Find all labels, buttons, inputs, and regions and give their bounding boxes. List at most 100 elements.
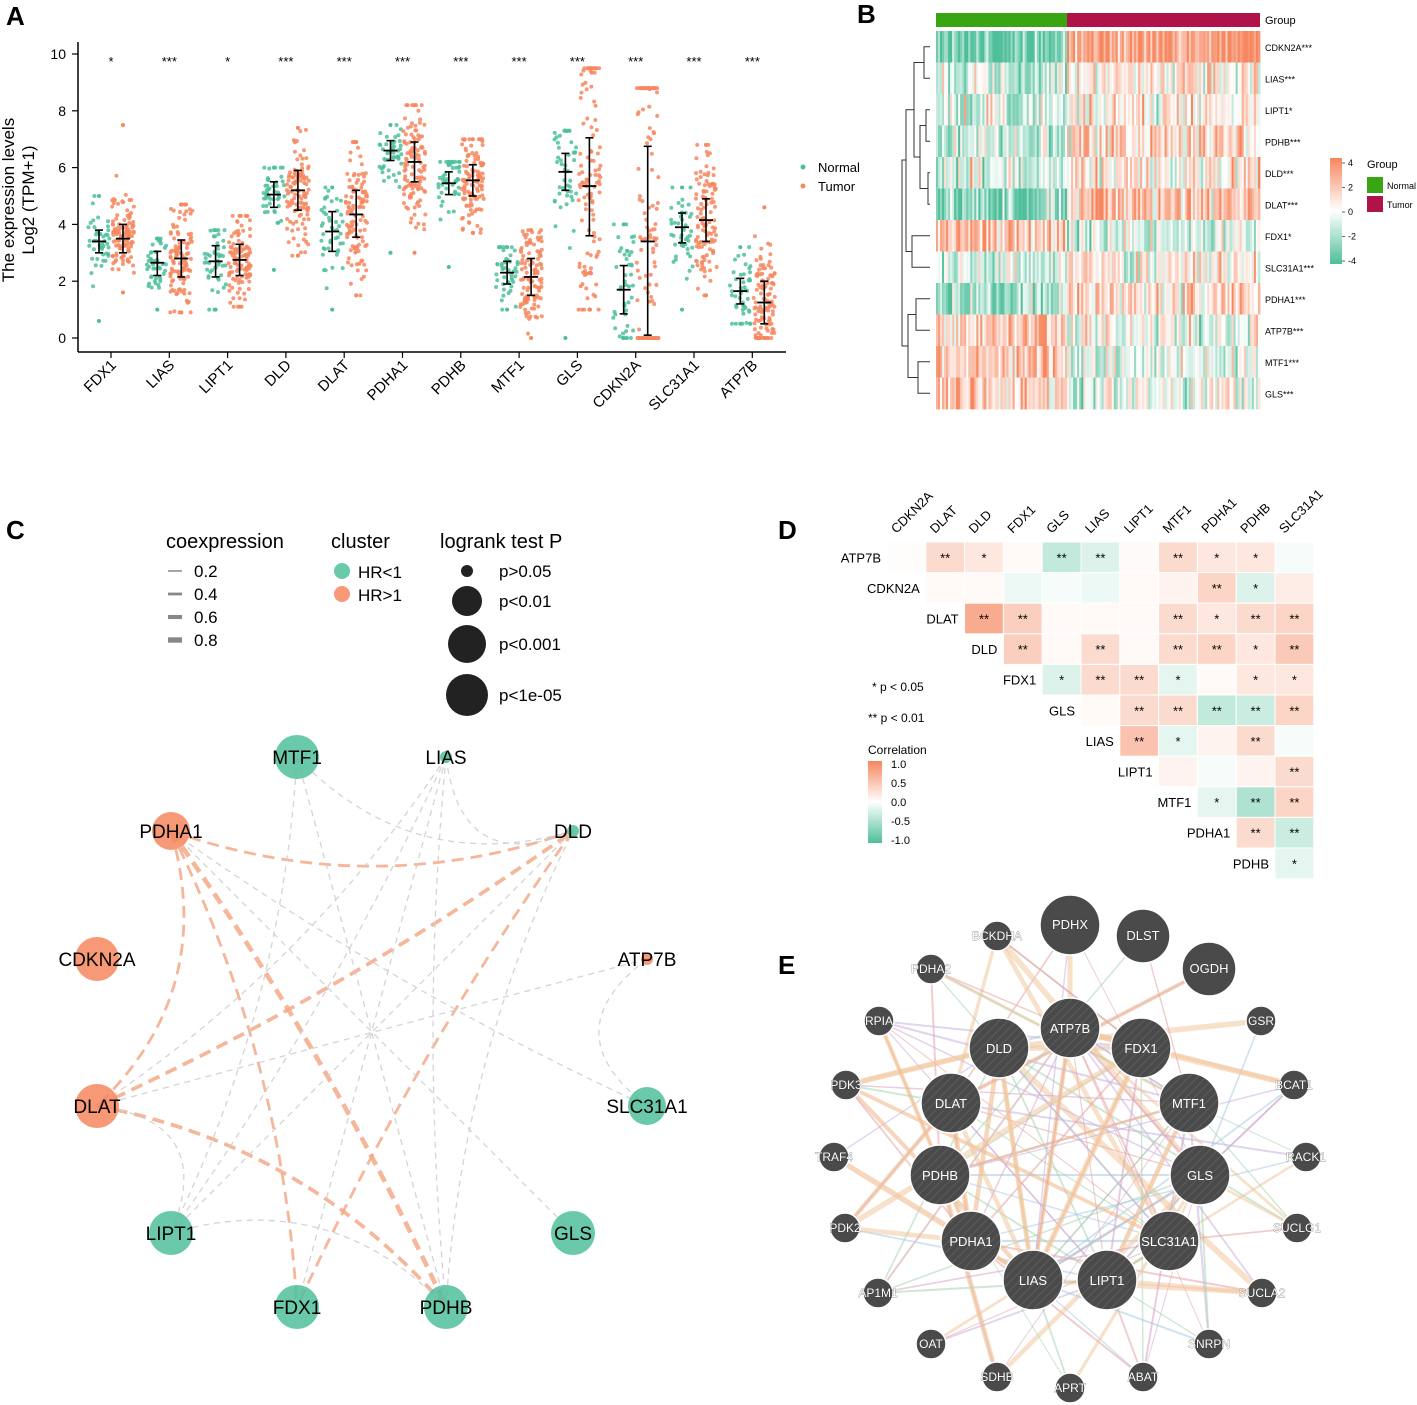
a-ylabel-main: The expression levels (0, 118, 18, 282)
d-cell (1080, 694, 1121, 727)
b-cell (1056, 94, 1060, 126)
b-cell (1164, 31, 1167, 63)
a-point-tumor (712, 229, 717, 234)
a-point-tumor (242, 297, 247, 302)
b-cell (1231, 31, 1234, 63)
b-cell (1000, 314, 1003, 347)
b-cell (994, 125, 997, 158)
a-point-normal (617, 334, 622, 339)
a-point-normal (509, 284, 514, 289)
b-cell (1186, 314, 1190, 347)
b-cell (1030, 346, 1034, 378)
e-node-lias (1002, 1249, 1064, 1311)
d-cell-stars: * (1214, 612, 1219, 627)
b-cell (1036, 377, 1040, 410)
b-cell (978, 314, 981, 347)
b-cell (1136, 94, 1139, 126)
a-point-tumor (131, 204, 136, 209)
d-cell-stars: ** (1289, 612, 1299, 627)
a-point-normal (676, 201, 681, 205)
b-cell (1239, 251, 1243, 284)
b-cell (994, 346, 997, 378)
a-point-tumor (752, 234, 757, 239)
d-cell (1119, 633, 1160, 665)
b-cell (1028, 157, 1032, 189)
b-cell (1253, 125, 1257, 158)
b-cell (1105, 346, 1109, 378)
c-edge (96, 958, 648, 1107)
e-edge (1187, 1102, 1211, 1345)
a-point-tumor (409, 216, 414, 221)
a-point-tumor (110, 204, 115, 209)
a-point-tumor (475, 173, 480, 178)
a-point-tumor (699, 202, 704, 206)
b-cell (1091, 157, 1094, 189)
b-cell (1103, 157, 1106, 189)
b-cell (1213, 377, 1216, 410)
b-cell (1215, 377, 1218, 410)
b-cell (1233, 346, 1237, 378)
a-point-normal (340, 266, 345, 271)
a-point-normal (556, 155, 561, 160)
a-point-normal (621, 331, 626, 336)
b-cell (962, 346, 965, 378)
a-point-tumor (231, 296, 236, 301)
a-point-normal (320, 252, 325, 257)
b-cell (980, 251, 983, 284)
a-point-tumor (769, 321, 774, 326)
a-point-normal (681, 227, 686, 232)
a-point-tumor (584, 286, 589, 291)
a-point-normal (679, 243, 684, 248)
b-cell (1201, 283, 1204, 315)
b-cell (1089, 31, 1092, 63)
e-node-oat (915, 1328, 947, 1360)
b-cell (1046, 220, 1050, 252)
b-cell (1160, 314, 1163, 347)
d-cell-stars: ** (940, 550, 950, 565)
a-point-normal (378, 131, 383, 136)
b-cell (1054, 62, 1058, 95)
b-cell (1101, 251, 1104, 284)
b-cell (1188, 283, 1192, 315)
a-point-normal (629, 295, 634, 300)
b-cell (1253, 62, 1257, 95)
e-edge (970, 1156, 1307, 1242)
e-node-sdhb (981, 1361, 1013, 1393)
b-cell (1170, 94, 1174, 126)
b-cell (1164, 62, 1167, 95)
b-cell (1091, 314, 1094, 347)
a-point-tumor (577, 171, 582, 176)
b-cell (998, 31, 1001, 63)
a-point-normal (502, 266, 507, 271)
b-cell (1115, 251, 1119, 284)
b-cell (1253, 377, 1257, 410)
b-cell (1241, 188, 1245, 221)
a-point-normal (439, 203, 444, 208)
panel-e-ppi-network: ATP7BFDX1MTF1GLSSLC31A1LIPT1LIASPDHA1PDH… (815, 894, 1327, 1404)
b-cell (1064, 251, 1068, 284)
panel-label-c: C (6, 515, 25, 545)
b-cell (1095, 62, 1098, 95)
b-cell (1042, 62, 1046, 95)
d-cell (1235, 725, 1276, 757)
a-point-tumor (700, 260, 704, 264)
b-cell (1089, 346, 1092, 378)
a-point-normal (391, 150, 396, 155)
a-point-tumor (756, 309, 761, 314)
b-cell (996, 62, 999, 95)
d-cell-stars: ** (1134, 734, 1144, 749)
b-cell (1026, 283, 1030, 315)
b-cell (1207, 251, 1210, 284)
b-cell (1144, 314, 1147, 347)
a-point-normal (687, 214, 692, 219)
a-point-tumor (285, 204, 290, 209)
b-cell (1052, 31, 1056, 63)
a-point-tumor (704, 179, 709, 183)
a-point-normal (565, 193, 570, 198)
a-point-normal (338, 198, 343, 203)
b-cell (1125, 157, 1129, 189)
b-cell (1221, 94, 1224, 126)
b-cell (1154, 251, 1157, 284)
e-node-label: PDHA1 (949, 1234, 992, 1249)
e-node-label: FDX1 (1124, 1041, 1157, 1056)
